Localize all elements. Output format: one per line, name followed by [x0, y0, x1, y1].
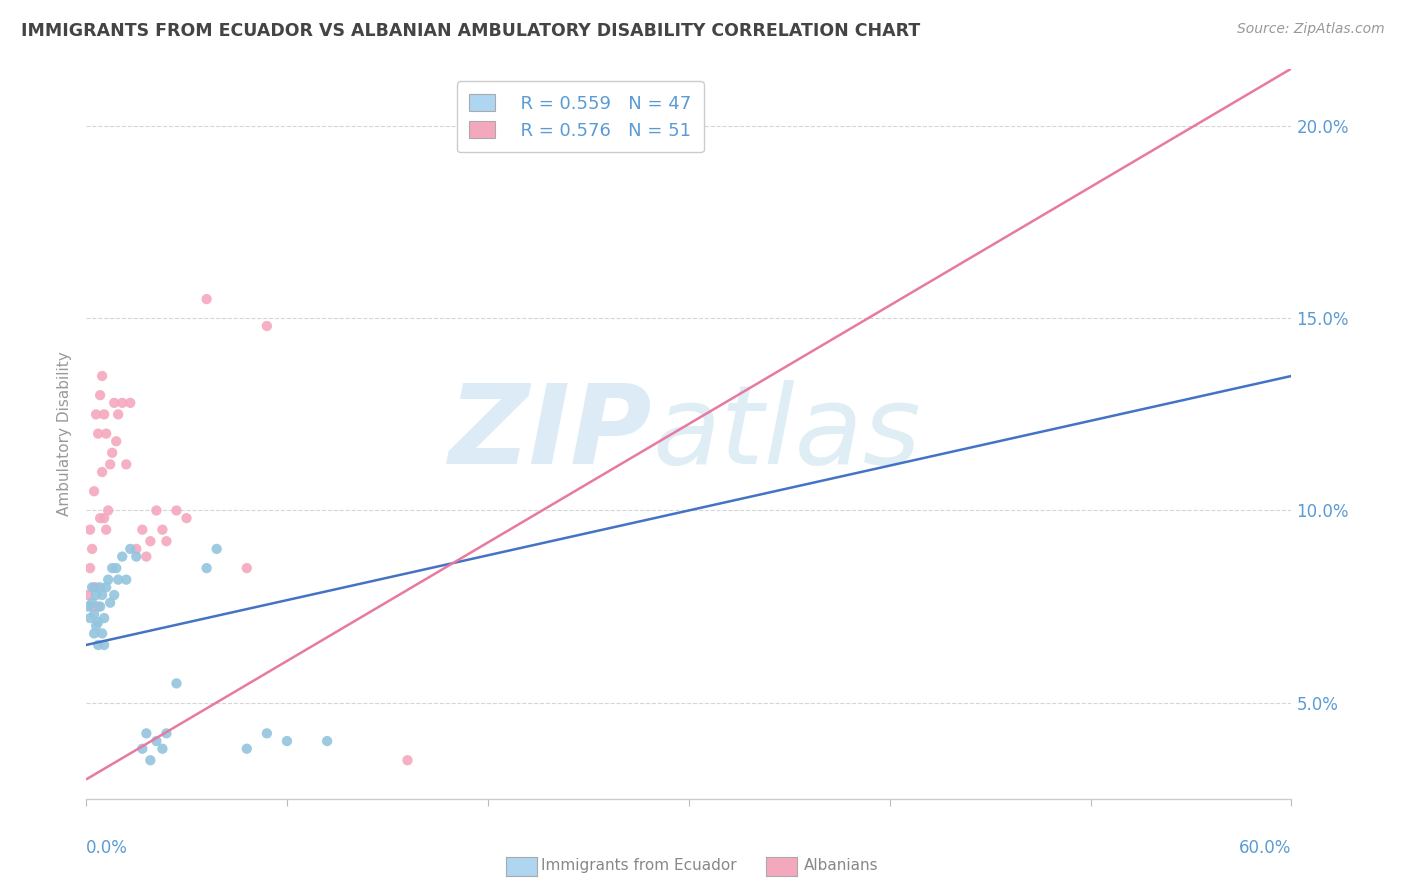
Point: [98, 458, 121, 472]
Point: [103, 396, 125, 410]
Point: [256, 318, 278, 333]
Point: [152, 523, 174, 537]
Point: [236, 561, 259, 575]
Point: [103, 588, 125, 602]
Point: [155, 534, 177, 549]
Point: [91, 588, 114, 602]
Point: [135, 549, 157, 564]
Point: [83, 607, 105, 622]
Point: [195, 561, 218, 575]
Point: [83, 626, 105, 640]
Point: [166, 503, 188, 517]
Point: [145, 734, 167, 748]
Point: [96, 523, 118, 537]
Point: [79, 561, 101, 575]
Text: Immigrants from Ecuador: Immigrants from Ecuador: [541, 858, 737, 873]
Point: [97, 503, 120, 517]
Point: [89, 388, 111, 402]
Point: [457, 138, 479, 153]
Point: [84, 408, 107, 422]
Point: [125, 541, 148, 556]
Point: [83, 484, 105, 499]
Point: [79, 523, 101, 537]
Point: [91, 465, 114, 479]
Point: [84, 619, 107, 633]
Point: [145, 503, 167, 517]
Point: [89, 580, 111, 594]
Text: IMMIGRANTS FROM ECUADOR VS ALBANIAN AMBULATORY DISABILITY CORRELATION CHART: IMMIGRANTS FROM ECUADOR VS ALBANIAN AMBU…: [21, 22, 921, 40]
Point: [120, 541, 142, 556]
Point: [256, 726, 278, 740]
Point: [152, 741, 174, 756]
Point: [82, 541, 104, 556]
Point: [111, 549, 134, 564]
Point: [96, 580, 118, 594]
Point: [139, 534, 162, 549]
Point: [101, 561, 124, 575]
Point: [135, 726, 157, 740]
Point: [87, 599, 110, 614]
Point: [84, 580, 107, 594]
Point: [101, 446, 124, 460]
Point: [316, 734, 339, 748]
Point: [91, 626, 114, 640]
Point: [77, 599, 100, 614]
Point: [276, 734, 298, 748]
Point: [205, 541, 228, 556]
Point: [77, 588, 100, 602]
Point: [93, 638, 115, 652]
Point: [115, 573, 138, 587]
Point: [236, 741, 259, 756]
Point: [91, 368, 114, 383]
Point: [107, 408, 129, 422]
Text: 0.0%: 0.0%: [86, 838, 128, 857]
Point: [105, 561, 128, 575]
Point: [93, 611, 115, 625]
Point: [82, 599, 104, 614]
Point: [139, 753, 162, 767]
Point: [87, 615, 110, 629]
Point: [93, 408, 115, 422]
Point: [82, 596, 104, 610]
Text: Source: ZipAtlas.com: Source: ZipAtlas.com: [1237, 22, 1385, 37]
Point: [195, 292, 218, 306]
Point: [131, 741, 153, 756]
Text: 60.0%: 60.0%: [1239, 838, 1292, 857]
Point: [96, 426, 118, 441]
Point: [155, 726, 177, 740]
Point: [89, 599, 111, 614]
Point: [79, 611, 101, 625]
Text: Albanians: Albanians: [804, 858, 879, 873]
Point: [176, 511, 198, 525]
Point: [105, 434, 128, 449]
Point: [107, 573, 129, 587]
Point: [89, 511, 111, 525]
Point: [396, 753, 419, 767]
Point: [98, 596, 121, 610]
Point: [97, 573, 120, 587]
Text: ZIP: ZIP: [449, 380, 652, 487]
Point: [125, 549, 148, 564]
Point: [120, 396, 142, 410]
Y-axis label: Ambulatory Disability: Ambulatory Disability: [58, 351, 72, 516]
Text: atlas: atlas: [652, 380, 921, 487]
Point: [87, 426, 110, 441]
Point: [84, 588, 107, 602]
Point: [83, 580, 105, 594]
Point: [87, 638, 110, 652]
Point: [111, 396, 134, 410]
Point: [131, 523, 153, 537]
Point: [115, 458, 138, 472]
Legend:   R = 0.559   N = 47,   R = 0.576   N = 51: R = 0.559 N = 47, R = 0.576 N = 51: [457, 81, 704, 153]
Point: [82, 580, 104, 594]
Point: [93, 511, 115, 525]
Point: [166, 676, 188, 690]
